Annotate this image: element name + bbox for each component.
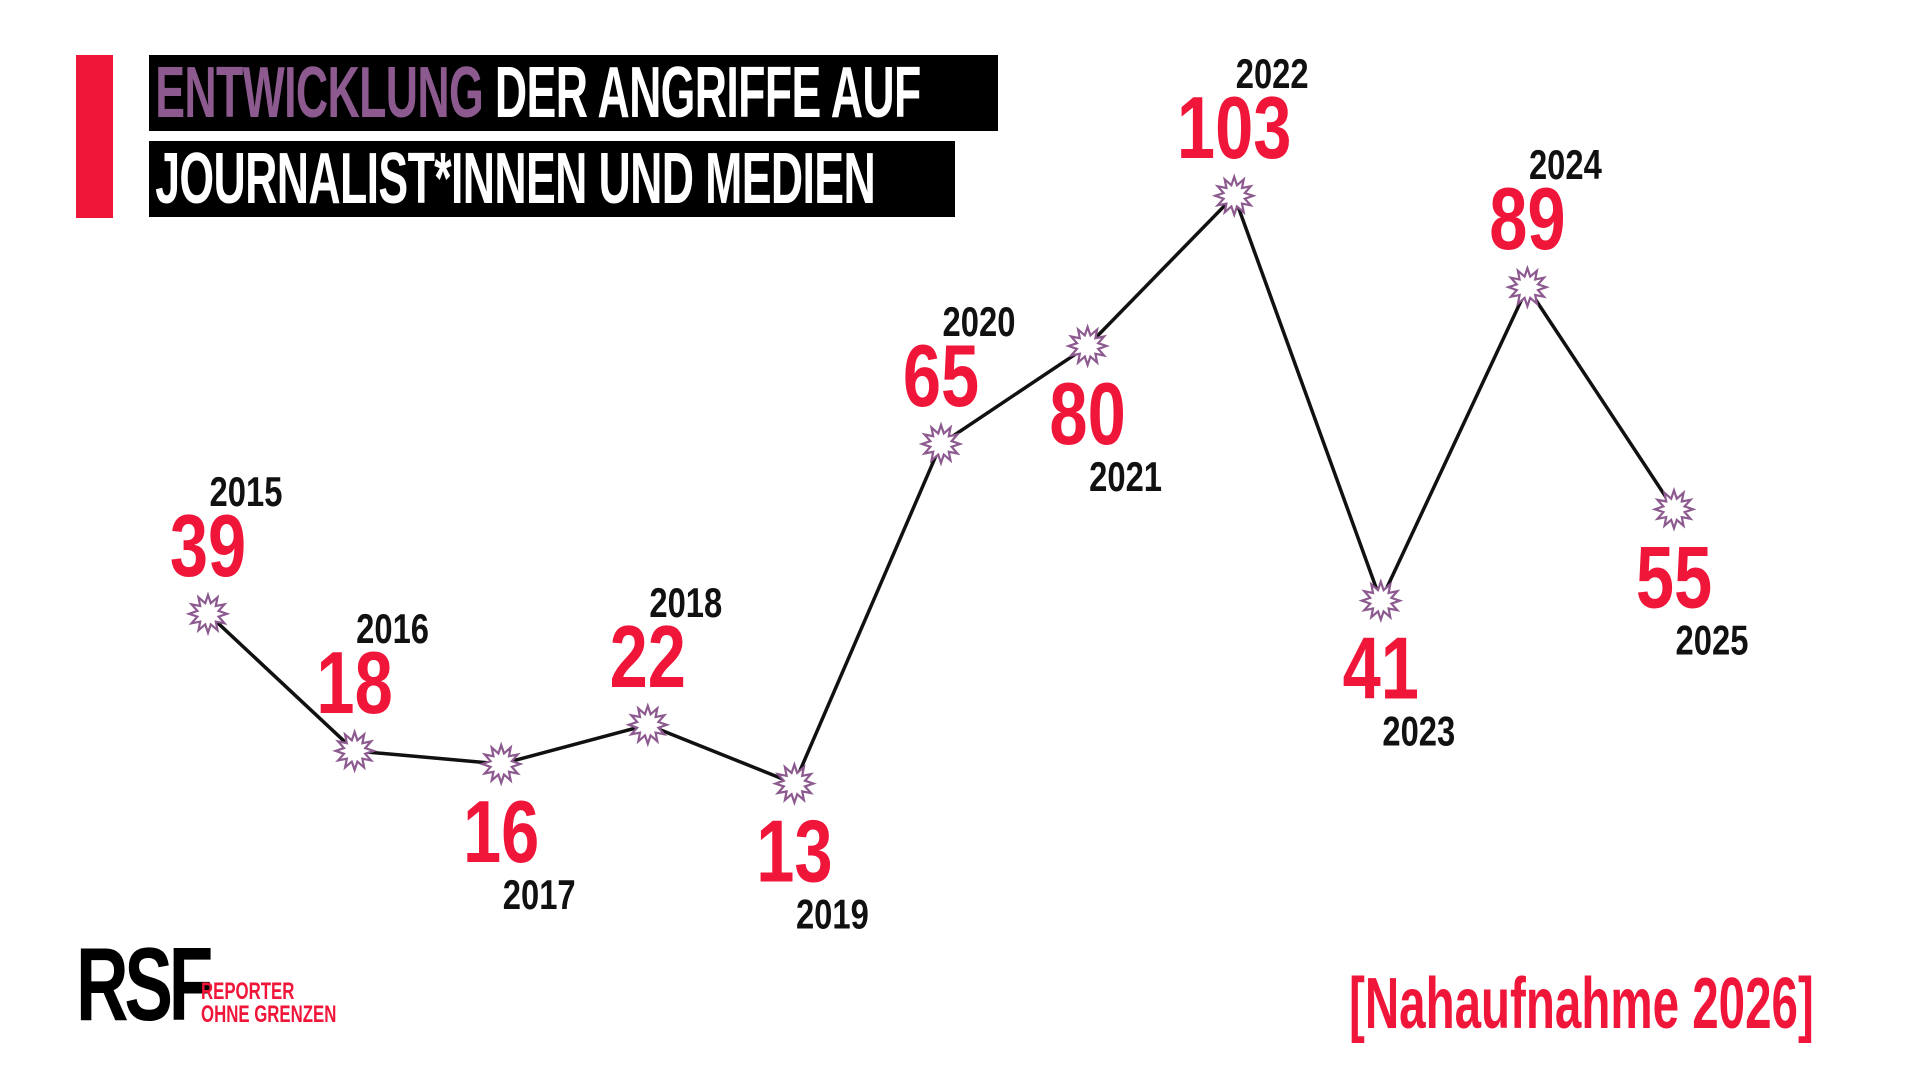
data-point-marker [478,741,524,787]
data-point-marker [1651,486,1697,532]
rsf-logo: RSF REPORTER OHNE GRENZEN [76,927,394,1043]
data-label: 16 [463,783,539,881]
rsf-logo-mark: RSF [76,927,213,1043]
title-rest: DER ANGRIFFE AUF [494,55,921,131]
data-label: 22 [610,608,686,706]
rsf-logo-text: REPORTER OHNE GRENZEN [201,978,337,1028]
year-label: 2016 [356,605,429,652]
data-point-marker [918,421,964,467]
data-point-marker [1065,323,1111,369]
data-point-marker [1504,264,1550,310]
series-line [206,192,1676,786]
source-label: [Nahaufnahme 2026] [1349,964,1814,1044]
year-label: 2018 [649,579,722,626]
accent-bar [76,55,113,218]
data-label: 13 [756,802,832,900]
year-label: 2020 [943,298,1016,345]
data-label: 39 [170,497,246,595]
year-label: 2019 [796,891,869,938]
data-label: 103 [1177,79,1292,177]
data-label: 18 [316,634,392,732]
year-label: 2021 [1089,453,1162,500]
title-line-2-text: JOURNALIST*INNEN UND MEDIEN [155,141,876,217]
year-label: 2024 [1529,141,1602,188]
year-label: 2023 [1382,708,1455,755]
data-label: 89 [1489,170,1565,268]
data-point-marker [625,702,671,748]
data-point-marker [771,761,817,807]
data-point-marker [1211,173,1257,219]
data-point-marker [185,591,231,637]
year-label: 2017 [503,871,576,918]
title-highlight: ENTWICKLUNG [155,55,484,131]
data-point-marker [332,728,378,774]
year-label: 2015 [210,468,283,515]
year-label: 2025 [1676,616,1749,663]
data-point-marker [1358,578,1404,624]
data-label: 41 [1343,620,1419,718]
title-line-1: ENTWICKLUNG DER ANGRIFFE AUF [149,55,998,131]
data-label: 55 [1636,528,1712,626]
title-line-2: JOURNALIST*INNEN UND MEDIEN [149,141,955,217]
data-label: 65 [903,327,979,425]
data-label: 80 [1049,365,1125,463]
year-label: 2022 [1236,50,1309,97]
